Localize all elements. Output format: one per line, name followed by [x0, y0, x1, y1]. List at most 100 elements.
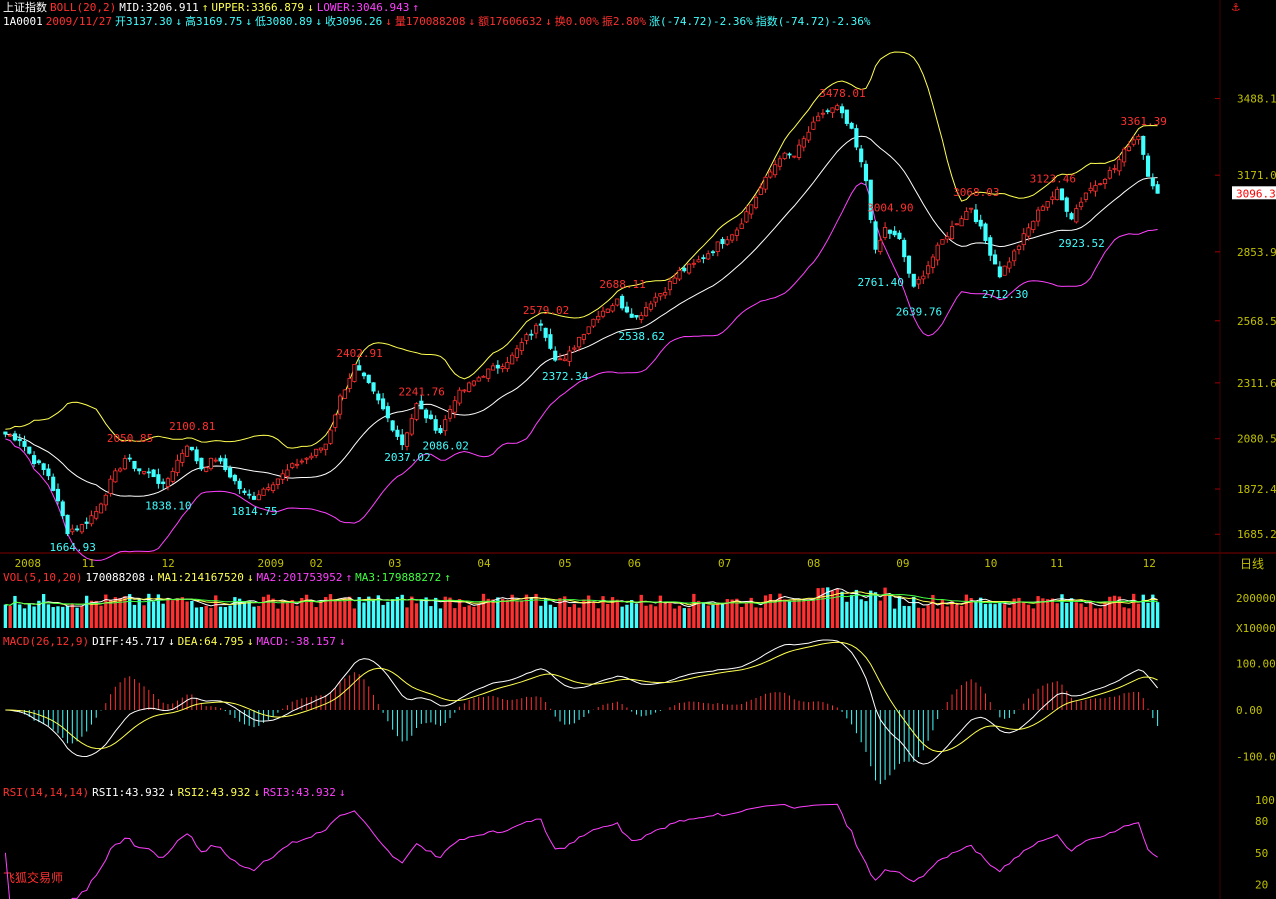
volume-bar [1012, 598, 1016, 628]
volume-bar [716, 602, 720, 628]
candle-body [271, 484, 276, 491]
volume-bar [457, 599, 462, 628]
price-annotation: 3068.03 [953, 186, 999, 199]
price-annotation: 2086.02 [422, 439, 468, 452]
candle-body [122, 458, 127, 470]
month-label: 10 [984, 557, 997, 570]
volume-bar [75, 607, 79, 628]
volume-bar [1103, 602, 1107, 628]
candle-body [534, 324, 539, 334]
candle-body [954, 223, 959, 226]
volume-bar [979, 597, 983, 628]
candle-body [1036, 209, 1041, 222]
volume-bar [787, 601, 792, 628]
candle-body [844, 109, 849, 124]
candle-body [400, 434, 405, 446]
current-price-label: 3096.3 [1236, 187, 1276, 200]
candle-body [643, 307, 649, 317]
volume-bar [438, 608, 443, 628]
candle-body [854, 128, 859, 148]
volume-bar [806, 599, 811, 628]
candle-body [706, 253, 711, 260]
index-change: 指数(-74.72)-2.36% [755, 15, 871, 28]
volume-bar [99, 605, 103, 628]
candle-body [768, 171, 773, 178]
price-tick-label: 1872.4 [1237, 483, 1276, 496]
high: 高3169.75 [184, 15, 243, 28]
candle-body [376, 393, 381, 401]
volume-bar [1050, 598, 1055, 628]
candle-body [911, 273, 916, 287]
vol-label: VOL(5,10,20) [3, 571, 83, 584]
volume-bar [390, 599, 395, 628]
month-label: 09 [896, 557, 909, 570]
open: 开3137.30 [114, 15, 173, 28]
candle-body [381, 398, 386, 410]
price-tick-label: 3171.0 [1237, 169, 1276, 182]
candle-body [715, 241, 720, 252]
volume-bar [567, 606, 572, 628]
volume-bar [701, 603, 706, 628]
volume-bar [194, 607, 199, 628]
volume-bar [711, 604, 715, 628]
candle-body [782, 152, 787, 159]
volume-bar [70, 603, 74, 628]
price-annotation: 2372.34 [542, 370, 589, 383]
candle-body [103, 494, 108, 506]
candle-body [118, 468, 123, 472]
volume-bar [878, 600, 882, 628]
candle-body [275, 478, 280, 485]
volume-bar [692, 593, 696, 628]
candle-body [65, 514, 70, 535]
candle-body [873, 221, 878, 250]
volume-bar [644, 605, 648, 628]
candle-body [868, 179, 873, 220]
vol-header: VOL(5,10,20) 170088208 ↓ MA1:214167520 ↓ MA2:… [3, 571, 451, 584]
candle-body [586, 326, 591, 334]
candle-body [419, 400, 424, 410]
candle-body [514, 348, 520, 358]
volume-bar [185, 601, 189, 628]
candle-body [749, 204, 754, 215]
volume-bar [37, 600, 41, 628]
rsi-tick-label: 80 [1255, 815, 1268, 828]
candle-body [615, 298, 620, 306]
candle-body [342, 389, 347, 399]
volume-bar [156, 594, 161, 628]
candle-body [763, 176, 768, 190]
candle-body [543, 327, 548, 338]
price-annotation: 1664.93 [50, 541, 96, 554]
candle-body [863, 163, 869, 182]
volume-bar [888, 595, 892, 628]
volume-bar [424, 597, 428, 628]
volume-bar [27, 603, 31, 628]
candle-body [1069, 213, 1074, 220]
volume-bar [1045, 599, 1050, 628]
macd-tick-label: 0.00 [1236, 704, 1263, 717]
candle-body [8, 434, 13, 437]
price-annotation: 2688.11 [599, 278, 645, 291]
volume-bar [257, 605, 261, 628]
candle-body [79, 524, 84, 533]
volume-bar [65, 605, 70, 628]
candle-body [385, 406, 390, 419]
macd-tick-label: 100.00 [1236, 658, 1276, 671]
volume-bar [113, 597, 118, 628]
candle-body [347, 378, 352, 389]
candle-body [787, 153, 792, 156]
candle-body [935, 244, 940, 261]
candle-body [830, 107, 835, 114]
candle-body [997, 266, 1002, 278]
candle-body [945, 236, 950, 240]
candle-body [988, 237, 993, 256]
volume-bar [840, 591, 844, 628]
volume-bar [419, 599, 424, 628]
volume-bar [1146, 602, 1150, 628]
candle-body [835, 105, 840, 110]
price-annotation: 2639.76 [896, 306, 942, 319]
volume-bar [749, 597, 753, 628]
candle-body [839, 106, 845, 114]
candle-body [127, 457, 132, 460]
volume-bar [907, 606, 911, 628]
